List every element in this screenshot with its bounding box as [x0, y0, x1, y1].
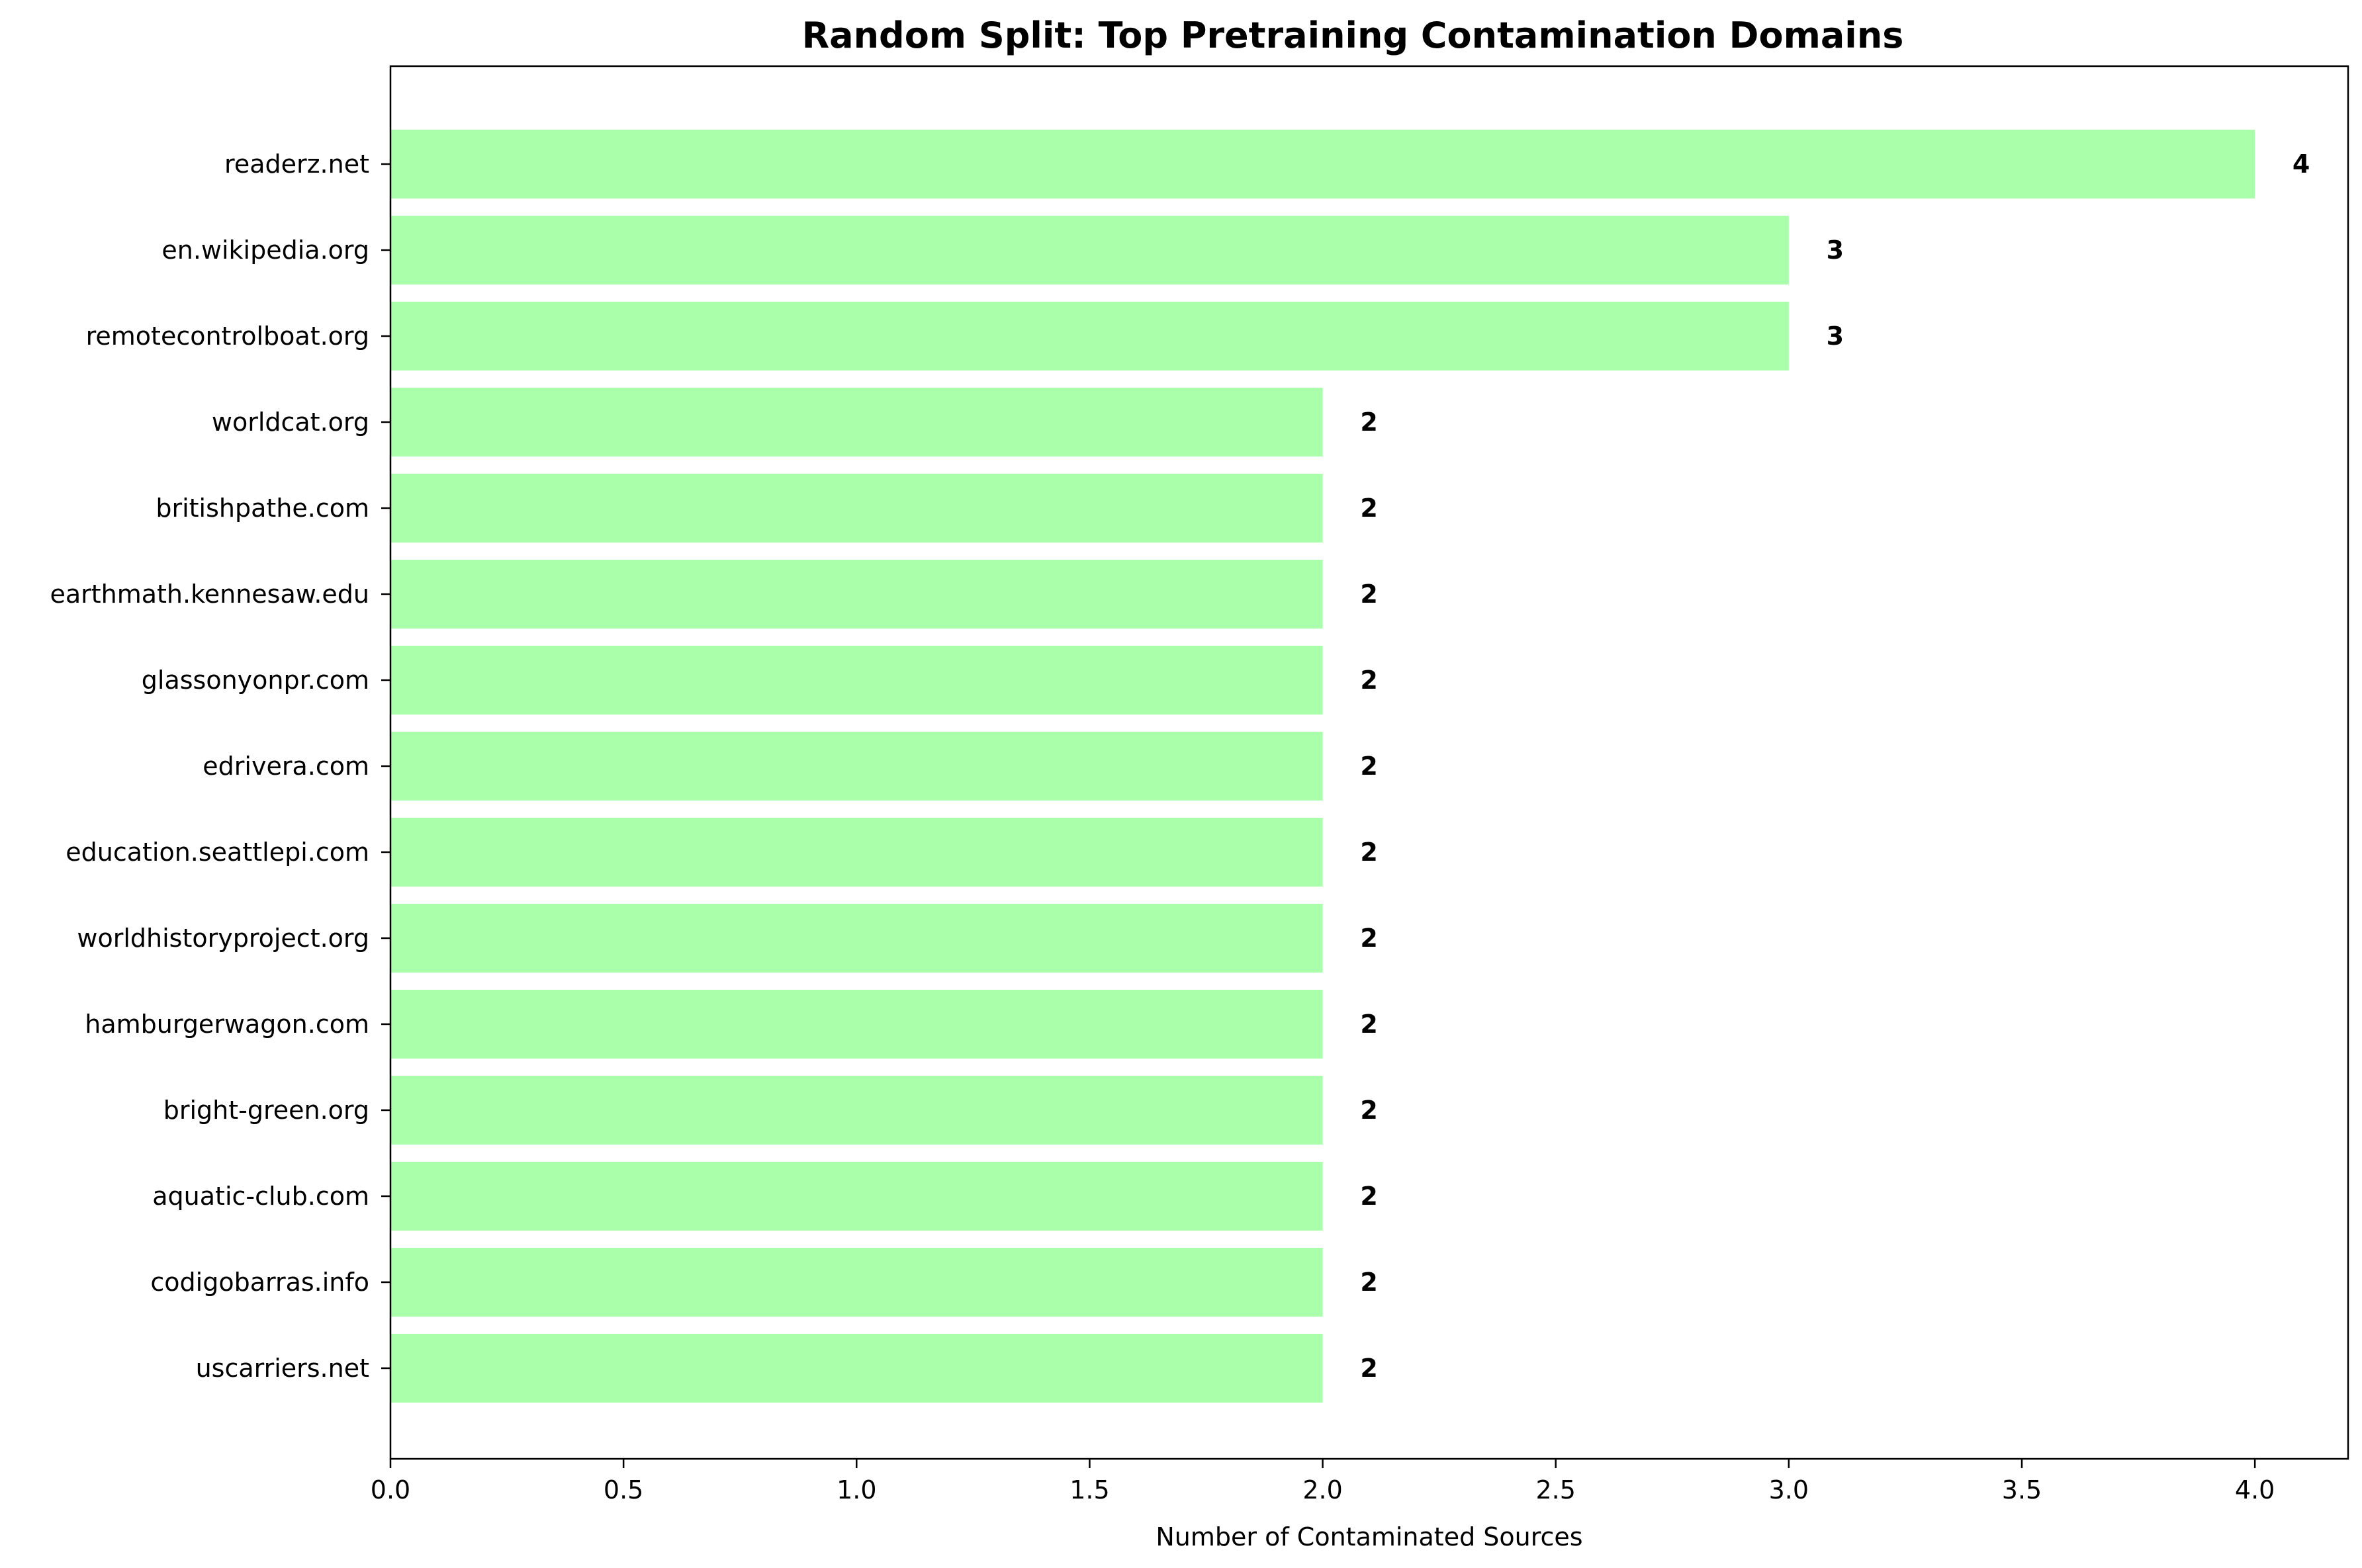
- value-label-9: 2: [1360, 924, 1377, 953]
- value-label-14: 2: [1360, 1354, 1377, 1383]
- x-tick-label-2: 1.0: [837, 1475, 876, 1504]
- bar-13: [390, 1248, 1323, 1317]
- x-tick-label-3: 1.5: [1069, 1475, 1109, 1504]
- value-label-4: 2: [1360, 494, 1377, 523]
- y-tick-label-4: britishpathe.com: [156, 494, 369, 523]
- value-label-13: 2: [1360, 1268, 1377, 1297]
- bar-7: [390, 732, 1323, 801]
- bar-10: [390, 990, 1323, 1059]
- y-tick-label-13: codigobarras.info: [150, 1268, 369, 1297]
- bar-14: [390, 1334, 1323, 1403]
- bar-5: [390, 560, 1323, 629]
- y-tick-label-10: hamburgerwagon.com: [85, 1010, 369, 1039]
- x-tick-label-6: 3.0: [1769, 1475, 1809, 1504]
- x-tick-label-8: 4.0: [2235, 1475, 2275, 1504]
- plot-frame: [389, 65, 2349, 1460]
- value-label-2: 3: [1827, 322, 1844, 351]
- y-tick-label-9: worldhistoryproject.org: [77, 924, 369, 953]
- y-tick-label-3: worldcat.org: [212, 408, 369, 437]
- value-label-7: 2: [1360, 752, 1377, 781]
- y-tick-label-5: earthmath.kennesaw.edu: [50, 580, 369, 609]
- value-label-8: 2: [1360, 838, 1377, 867]
- bar-6: [390, 646, 1323, 715]
- bar-1: [390, 216, 1789, 284]
- x-axis: 0.0 0.5 1.0 1.5 2.0 2.5 3.0 3.5 4.0: [371, 1459, 2275, 1504]
- bar-2: [390, 302, 1789, 370]
- y-tick-label-0: readerz.net: [224, 150, 369, 179]
- y-axis: readerz.net en.wikipedia.org remotecontrol…: [50, 150, 390, 1383]
- x-tick-label-0: 0.0: [371, 1475, 410, 1504]
- x-tick-label-4: 2.0: [1302, 1475, 1342, 1504]
- value-label-6: 2: [1360, 666, 1377, 695]
- bar-9: [390, 904, 1323, 973]
- value-label-3: 2: [1360, 408, 1377, 437]
- x-tick-label-7: 3.5: [2002, 1475, 2042, 1504]
- bar-11: [390, 1076, 1323, 1145]
- y-tick-label-11: bright-green.org: [163, 1096, 369, 1125]
- value-label-12: 2: [1360, 1182, 1377, 1211]
- x-axis-label: Number of Contaminated Sources: [1156, 1522, 1582, 1551]
- y-tick-label-6: glassonyonpr.com: [142, 666, 369, 695]
- bar-12: [390, 1162, 1323, 1231]
- y-tick-label-7: edrivera.com: [203, 752, 369, 781]
- bar-0: [390, 130, 2255, 198]
- y-tick-label-2: remotecontrolboat.org: [86, 322, 369, 351]
- bar-4: [390, 474, 1323, 543]
- value-label-1: 3: [1827, 236, 1844, 265]
- x-tick-label-1: 0.5: [604, 1475, 643, 1504]
- value-label-5: 2: [1360, 580, 1377, 609]
- value-labels-layer: 4 3 3 2 2 2 2 2 2 2 2 2 2 2 2: [1360, 150, 2310, 1383]
- chart-title: Random Split: Top Pretraining Contaminat…: [802, 15, 1904, 56]
- y-tick-label-14: uscarriers.net: [196, 1354, 369, 1383]
- bar-8: [390, 818, 1323, 887]
- y-tick-label-12: aquatic-club.com: [152, 1182, 369, 1211]
- y-tick-label-8: education.seattlepi.com: [66, 838, 369, 867]
- value-label-10: 2: [1360, 1010, 1377, 1039]
- bar-3: [390, 388, 1323, 457]
- bars-layer: [390, 130, 2255, 1403]
- y-tick-label-1: en.wikipedia.org: [161, 236, 369, 265]
- value-label-0: 4: [2293, 150, 2310, 179]
- x-tick-label-5: 2.5: [1535, 1475, 1575, 1504]
- value-label-11: 2: [1360, 1096, 1377, 1125]
